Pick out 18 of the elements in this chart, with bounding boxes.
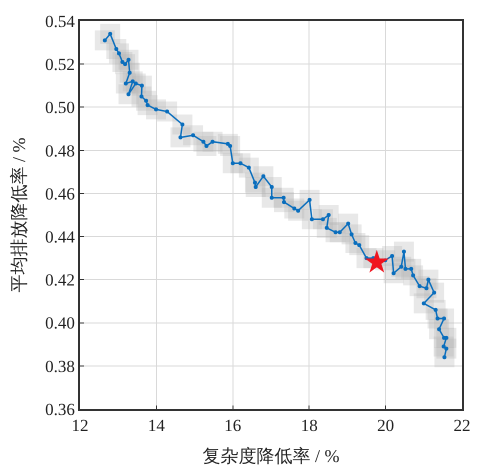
y-tick-label: 0.48 (45, 141, 75, 160)
y-tick-label: 0.50 (45, 98, 75, 118)
x-tick-label: 14 (148, 416, 166, 436)
x-tick-label: 12 (72, 416, 88, 436)
y-tick-label: 0.44 (45, 228, 76, 247)
x-tick-label: 18 (300, 416, 318, 436)
y-tick-label: 0.38 (45, 356, 75, 376)
x-axis-title: 复杂度降低率 / % (202, 446, 340, 466)
x-tick-label: 22 (454, 416, 470, 436)
y-tick-label: 0.52 (45, 55, 75, 74)
x-tick-label: 20 (377, 416, 394, 436)
y-tick-label: 0.42 (45, 270, 75, 290)
x-tick-label: 16 (224, 416, 242, 436)
y-tick-label: 0.46 (45, 184, 75, 204)
y-tick-label: 0.54 (45, 12, 76, 31)
y-axis-title: 平均排放降低率 / % (8, 138, 29, 292)
y-tick-label: 0.36 (45, 400, 75, 419)
y-tick-label: 0.40 (45, 314, 75, 333)
